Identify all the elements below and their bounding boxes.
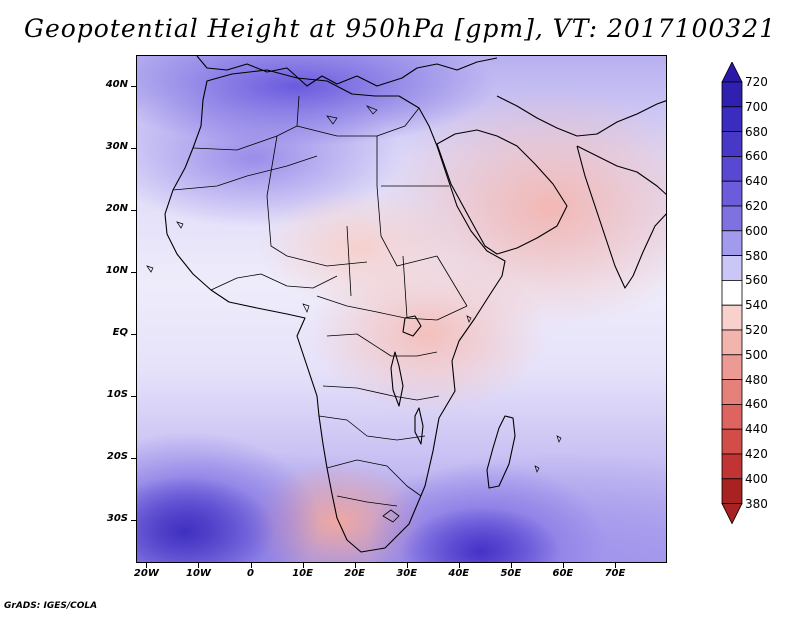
lake-tanganyika (390, 351, 404, 407)
lon-tick-label: 40E (448, 568, 470, 579)
lon-tick-mark (563, 563, 564, 568)
colorbar-level-label: 680 (745, 124, 768, 139)
colorbar-level-label: 460 (745, 397, 768, 412)
colorbar-level-label: 660 (745, 149, 768, 164)
lat-tick-label: 20S (106, 450, 128, 462)
africa-coastline (164, 69, 506, 553)
colorbar-swatch (721, 131, 743, 157)
colorbar (721, 62, 743, 525)
colorbar-level-label: 480 (745, 372, 768, 387)
colorbar-swatch (721, 106, 743, 132)
lon-tick-label: 10E (292, 568, 313, 579)
colorbar-swatch (721, 379, 743, 405)
lat-tick-mark (131, 86, 136, 87)
lon-tick-mark (146, 563, 147, 568)
lon-tick-mark (198, 563, 199, 568)
colorbar-swatch (721, 230, 743, 257)
colorbar-level-label: 640 (745, 174, 768, 189)
colorbar-level-label: 440 (745, 422, 768, 437)
colorbar-swatch (721, 329, 743, 356)
islands-and-details (146, 105, 562, 473)
lon-tick-label: 10W (185, 568, 211, 579)
lat-tick-mark (131, 458, 136, 459)
colorbar-swatch (721, 279, 743, 306)
lon-tick-mark (355, 563, 356, 568)
lat-tick-label: EQ (112, 326, 128, 338)
lat-tick-label: 30S (106, 512, 128, 524)
colorbar-level-label: 420 (745, 447, 768, 461)
colorbar-swatch (721, 205, 743, 232)
colorbar-swatch (721, 255, 743, 281)
colorbar-swatch (721, 403, 743, 430)
colorbar-swatch (721, 453, 743, 480)
lat-tick-label: 10S (106, 388, 128, 400)
india-coastline (576, 145, 666, 289)
colorbar-swatch (721, 81, 743, 108)
lat-tick-mark (131, 272, 136, 273)
colorbar-swatch (721, 428, 743, 455)
colorbar-level-label: 600 (745, 223, 768, 238)
colorbar-level-label: 400 (745, 471, 768, 486)
colorbar-swatch (721, 304, 743, 331)
madagascar-coastline (486, 415, 516, 489)
footer-credit: GrADS: IGES/COLA (4, 601, 98, 611)
country-borders (172, 95, 468, 523)
lat-tick-mark (131, 210, 136, 211)
lon-tick-mark (511, 563, 512, 568)
lake-malawi (414, 407, 424, 445)
europe-coastline (196, 56, 498, 87)
arabia-coastline (436, 129, 568, 255)
lat-tick-mark (131, 334, 136, 335)
lon-tick-mark (615, 563, 616, 568)
lon-tick-mark (459, 563, 460, 568)
colorbar-swatch (721, 156, 743, 182)
lon-tick-label: 60E (552, 568, 574, 579)
map-plot-area (136, 55, 667, 563)
colorbar-level-label: 580 (745, 248, 768, 263)
lon-tick-label: 70E (604, 568, 626, 579)
lake-victoria (402, 315, 422, 337)
colorbar-level-label: 520 (745, 323, 768, 337)
lon-tick-mark (303, 563, 304, 568)
colorbar-level-label: 720 (745, 75, 768, 89)
lat-tick-mark (131, 148, 136, 149)
lat-tick-mark (131, 396, 136, 397)
colorbar-swatch (721, 180, 743, 207)
colorbar-level-label: 560 (745, 273, 768, 288)
lat-tick-label: 10N (105, 264, 128, 276)
colorbar-level-label: 500 (745, 347, 768, 362)
lon-tick-label: 30E (396, 568, 418, 579)
iran-coastline (496, 95, 666, 137)
coastlines-and-borders (146, 56, 666, 553)
colorbar-level-label: 700 (745, 99, 768, 114)
lon-tick-mark (251, 563, 252, 568)
lat-tick-label: 20N (105, 202, 128, 214)
colorbar-level-label: 380 (745, 496, 768, 511)
chart-title: Geopotential Height at 950hPa [gpm], VT:… (23, 14, 777, 43)
lat-tick-label: 40N (105, 78, 128, 90)
lon-tick-label: 50E (500, 568, 522, 579)
colorbar-bottom-arrow (721, 503, 743, 525)
lat-tick-label: 30N (105, 140, 128, 152)
lon-tick-label: 0 (247, 568, 254, 579)
lon-tick-label: 20E (344, 568, 366, 579)
colorbar-swatch (721, 478, 743, 504)
colorbar-level-label: 540 (745, 298, 768, 313)
colorbar-swatch (721, 354, 743, 380)
lon-tick-mark (407, 563, 408, 568)
colorbar-top-arrow (721, 62, 743, 83)
lat-tick-mark (131, 520, 136, 521)
colorbar-level-label: 620 (745, 199, 768, 213)
lon-tick-label: 20W (133, 568, 159, 579)
